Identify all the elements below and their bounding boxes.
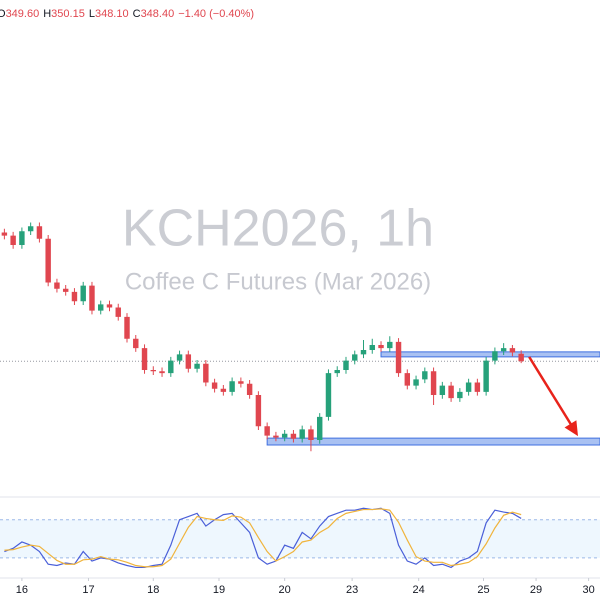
candle-body [203,363,209,383]
x-tick-label: 20 [279,584,291,596]
arrow-head [564,420,578,437]
candle-body [229,381,235,392]
candle-body [448,385,454,399]
candle-body [369,345,375,350]
candle-body [54,282,60,289]
candle-body [45,238,51,283]
candle-body [483,360,489,392]
ohlc-value: 348.10 [95,8,129,20]
watermark-subtitle: Coffee C Futures (Mar 2026) [125,268,431,295]
candle-body [62,288,69,292]
candle-body [194,363,200,369]
ohlc-value: 349.60 [6,8,40,20]
x-tick-label: 19 [213,584,225,596]
candle-body [255,395,262,427]
candle-body [141,348,148,370]
candle-body [264,426,270,436]
candle-body [238,381,244,384]
watermark-title: KCH2026, 1h [122,200,434,258]
x-tick-label: 25 [477,584,489,596]
candle-body [413,379,419,386]
candle-body [500,348,507,352]
x-tick-label: 17 [82,584,94,596]
x-tick-label: 16 [16,584,28,596]
candle-body [1,232,8,236]
candle-body [290,433,297,439]
candle-body [334,370,340,374]
ohlc-text: O349.60 H350.15 L348.10 C348.40 −1.40 (−0.40… [0,8,254,20]
zone [266,437,600,446]
candle-body [509,348,516,353]
candle-body [325,373,332,417]
ohlc-value: 348.40 [141,8,175,20]
candle-body [211,382,218,389]
candle-body [176,354,183,361]
candle-body [299,429,305,439]
candle-body [150,370,156,372]
candle-body [89,285,95,311]
candle-body [457,391,463,399]
candle-body [273,435,279,438]
ohlc-label: O [0,8,6,20]
zone [380,351,600,358]
candle-body [168,360,174,374]
ohlc-label: H [43,8,51,20]
ohlc-header: O349.60 H350.15 L348.10 C348.40 −1.40 (−0.40… [0,8,254,20]
candle-body [246,383,253,395]
candle-body [281,433,288,438]
candle-body [159,371,165,374]
candle-body [133,338,139,349]
candle-body [465,382,472,392]
x-tick-label: 29 [530,584,542,596]
candle-body [220,388,227,392]
x-tick-label: 23 [346,584,358,596]
candle-body [36,226,43,239]
ohlc-label: C [133,8,141,20]
x-tick-label: 18 [147,584,159,596]
candle-body [185,354,192,369]
arrow-shaft [528,356,574,427]
change: −1.40 (−0.40%) [178,8,254,20]
candle-body [308,429,314,440]
candle-body [19,231,25,245]
candle-body [439,385,446,395]
ohlc-value: 350.15 [51,8,85,20]
candle-body [10,235,16,245]
candle-body [395,341,402,374]
candle-body [343,360,349,370]
candle-body [518,353,524,362]
candle-body [27,226,34,232]
candle-body [422,371,428,380]
stoch-line [4,508,522,568]
candle-body [98,304,104,311]
candle-body [430,371,437,395]
candle-body [387,341,393,349]
x-tick-label: 24 [413,584,425,596]
candle-body [378,345,384,349]
candle-body [115,307,121,317]
candle-body [492,351,498,361]
candle-body [360,350,367,355]
candle-body [316,416,323,440]
candle-body [404,373,411,386]
candle-body [352,354,358,361]
candle-body [80,285,86,302]
ohlc-label: L [89,8,95,20]
stoch-band [0,519,600,558]
candle-body [71,291,78,302]
candle-body [106,304,113,308]
candle-body [124,316,130,339]
x-tick-label: 30 [582,584,594,596]
candle-body [474,382,481,392]
